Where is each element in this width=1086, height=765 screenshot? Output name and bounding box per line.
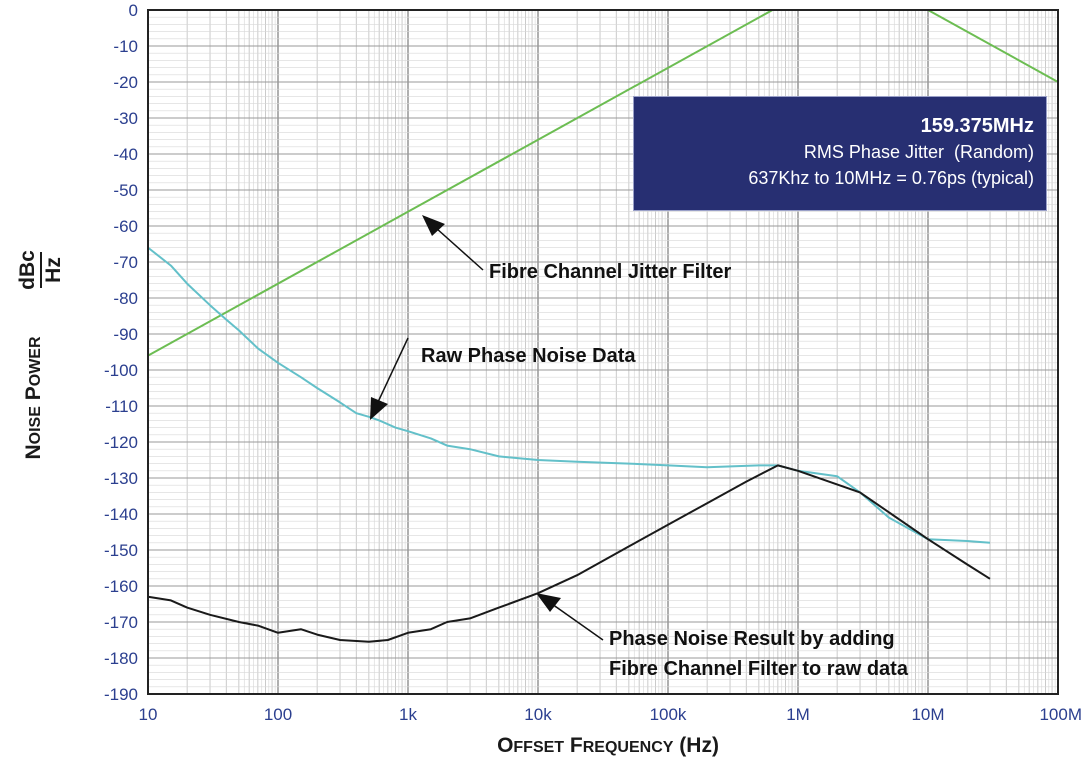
x-tick-label: 1k bbox=[399, 705, 417, 724]
y-unit-numerator: dBc bbox=[16, 250, 39, 290]
plot-frame bbox=[147, 9, 1059, 695]
y-axis-title: NOISE POWER dBc Hz bbox=[16, 250, 65, 460]
arrowhead-filter bbox=[422, 215, 445, 236]
arrowhead-raw bbox=[370, 397, 388, 420]
series-line-3 bbox=[147, 464, 991, 643]
annotation-result: Phase Noise Result by adding Fibre Chann… bbox=[536, 593, 909, 680]
y-tick-label: -140 bbox=[104, 505, 138, 524]
y-unit-denominator: Hz bbox=[42, 257, 65, 283]
y-tick-label: -70 bbox=[113, 253, 138, 272]
y-tick-label: 0 bbox=[129, 1, 138, 20]
y-tick-label: -150 bbox=[104, 541, 138, 560]
x-tick-label: 10 bbox=[139, 705, 158, 724]
x-tick-label: 100 bbox=[264, 705, 292, 724]
x-axis-title: OFFSET FREQUENCY (Hz) bbox=[497, 734, 719, 757]
annotation-filter: Fibre Channel Jitter Filter bbox=[422, 215, 731, 283]
y-tick-label: -130 bbox=[104, 469, 138, 488]
y-tick-label: -30 bbox=[113, 109, 138, 128]
y-tick-label: -110 bbox=[105, 397, 138, 416]
svg-text:NOISE POWER: NOISE POWER bbox=[22, 336, 45, 459]
x-tick-label: 100k bbox=[650, 705, 687, 724]
info-jitter-value: 637Khz to 10MHz = 0.76ps (typical) bbox=[748, 168, 1034, 188]
y-tick-labels: 0 -10 -20 -30 -40 -50 -60 -70 -80 -90 -100 -110 -120… bbox=[104, 1, 138, 704]
y-tick-label: -190 bbox=[104, 685, 138, 704]
y-tick-label: -50 bbox=[113, 181, 138, 200]
y-tick-label: -10 bbox=[113, 37, 138, 56]
x-tick-labels: 10 100 1k 10k 100k 1M 10M 100M bbox=[139, 705, 1082, 724]
x-tick-label: 100M bbox=[1039, 705, 1082, 724]
info-jitter-title: RMS Phase Jitter (Random) bbox=[803, 142, 1034, 162]
y-tick-label: -60 bbox=[113, 217, 138, 236]
info-frequency: 159.375MHz bbox=[920, 115, 1034, 137]
y-tick-label: -40 bbox=[113, 145, 138, 164]
x-tick-label: 1M bbox=[786, 705, 810, 724]
y-tick-label: -80 bbox=[113, 289, 138, 308]
x-tick-label: 10k bbox=[524, 705, 552, 724]
y-tick-label: -120 bbox=[104, 433, 138, 452]
annotation-raw: Raw Phase Noise Data bbox=[370, 337, 636, 420]
grid-lines bbox=[147, 9, 1059, 695]
result-label-line2: Fibre Channel Filter to raw data bbox=[609, 658, 909, 680]
jitter-info-box: 159.375MHz RMS Phase Jitter (Random) 637… bbox=[633, 96, 1047, 211]
arrowhead-result bbox=[536, 593, 561, 612]
y-tick-label: -170 bbox=[104, 613, 138, 632]
series-line-2 bbox=[147, 246, 991, 544]
y-tick-label: -160 bbox=[104, 577, 138, 596]
x-tick-label: 10M bbox=[911, 705, 944, 724]
filter-label: Fibre Channel Jitter Filter bbox=[489, 261, 731, 283]
y-tick-label: -90 bbox=[113, 325, 138, 344]
y-tick-label: -20 bbox=[113, 73, 138, 92]
y-tick-label: -180 bbox=[104, 649, 138, 668]
raw-label: Raw Phase Noise Data bbox=[421, 345, 636, 367]
result-label-line1: Phase Noise Result by adding bbox=[609, 628, 895, 650]
y-tick-label: -100 bbox=[104, 361, 138, 380]
